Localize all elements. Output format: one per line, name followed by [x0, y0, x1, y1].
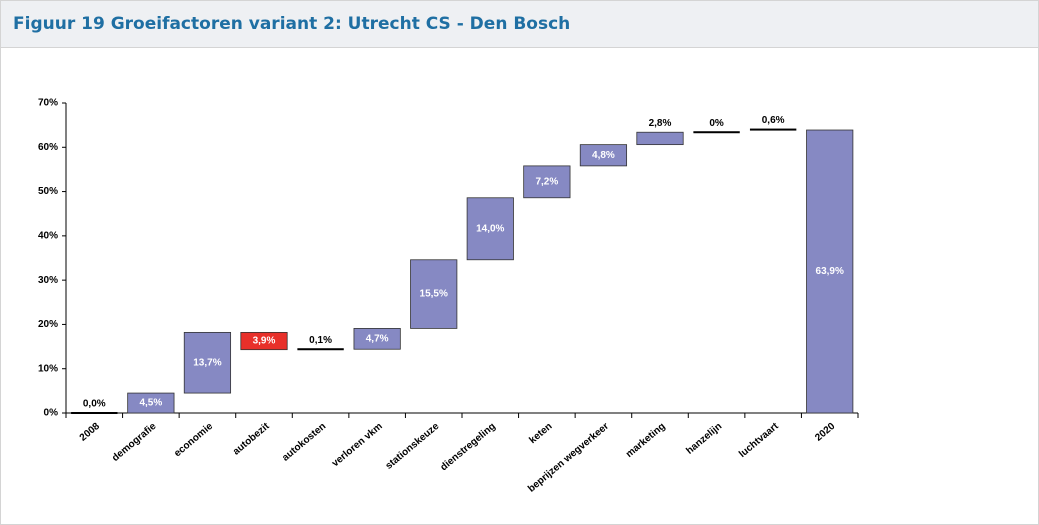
- y-tick-label: 70%: [38, 98, 58, 109]
- y-tick-label: 30%: [38, 275, 58, 286]
- value-label: 13,7%: [193, 357, 221, 368]
- bar: [127, 392, 175, 414]
- value-label: 0%: [709, 118, 724, 129]
- value-label: 14,0%: [476, 223, 504, 234]
- x-tick-label: 2020: [813, 421, 837, 444]
- x-tick-label: hanzelijn: [684, 421, 724, 457]
- value-label: 4,8%: [592, 150, 615, 161]
- bar: [636, 131, 684, 146]
- value-label: 3,9%: [253, 336, 276, 347]
- value-label: 63,9%: [816, 266, 844, 277]
- bar: [410, 259, 458, 329]
- x-tick-label: autobezit: [231, 420, 272, 457]
- x-tick-label: demografie: [110, 421, 159, 464]
- y-tick-label: 0%: [44, 408, 59, 419]
- y-tick-label: 60%: [38, 142, 58, 153]
- bar: [240, 331, 288, 351]
- bar: [183, 331, 232, 394]
- value-label: 7,2%: [535, 176, 558, 187]
- bar: [806, 129, 854, 414]
- x-tick-label: verloren vkm: [330, 421, 385, 470]
- value-label: 2,8%: [649, 118, 672, 129]
- value-label: 4,7%: [366, 333, 389, 344]
- y-tick-label: 10%: [38, 363, 58, 374]
- x-tick-label: luchtvaart: [737, 420, 781, 460]
- value-label: 15,5%: [420, 289, 448, 300]
- x-tick-label: marketing: [624, 421, 668, 460]
- x-tick-label: dienstregeling: [438, 421, 497, 473]
- x-tick-label: autokosten: [280, 421, 328, 464]
- value-label: 0,6%: [762, 115, 785, 126]
- y-tick-label: 20%: [38, 319, 58, 330]
- bar-line: [297, 348, 344, 351]
- bar: [579, 144, 628, 167]
- y-tick-label: 50%: [38, 186, 58, 197]
- bar-line: [71, 412, 118, 414]
- chart-title: Figuur 19 Groeifactoren variant 2: Utrec…: [13, 14, 571, 34]
- bar: [353, 328, 401, 350]
- y-tick-label: 40%: [38, 230, 58, 241]
- bar-line: [749, 128, 797, 131]
- x-tick-label: 2008: [78, 421, 102, 444]
- value-label: 4,5%: [139, 398, 162, 409]
- x-tick-label: stationskeuze: [384, 421, 442, 472]
- value-label: 0,0%: [83, 399, 106, 410]
- bar: [523, 165, 571, 199]
- value-label: 0,1%: [309, 335, 332, 346]
- x-tick-label: economie: [172, 421, 215, 460]
- chart: 0% 10% 20% 30% 40% 50% 60% 70% 2008 0,0% demografi…: [38, 98, 859, 495]
- bar-line: [693, 131, 740, 134]
- figure-header: Figuur 19 Groeifactoren variant 2: Utrec…: [1, 1, 1038, 48]
- bar: [466, 197, 514, 261]
- x-tick-label: keten: [527, 421, 554, 446]
